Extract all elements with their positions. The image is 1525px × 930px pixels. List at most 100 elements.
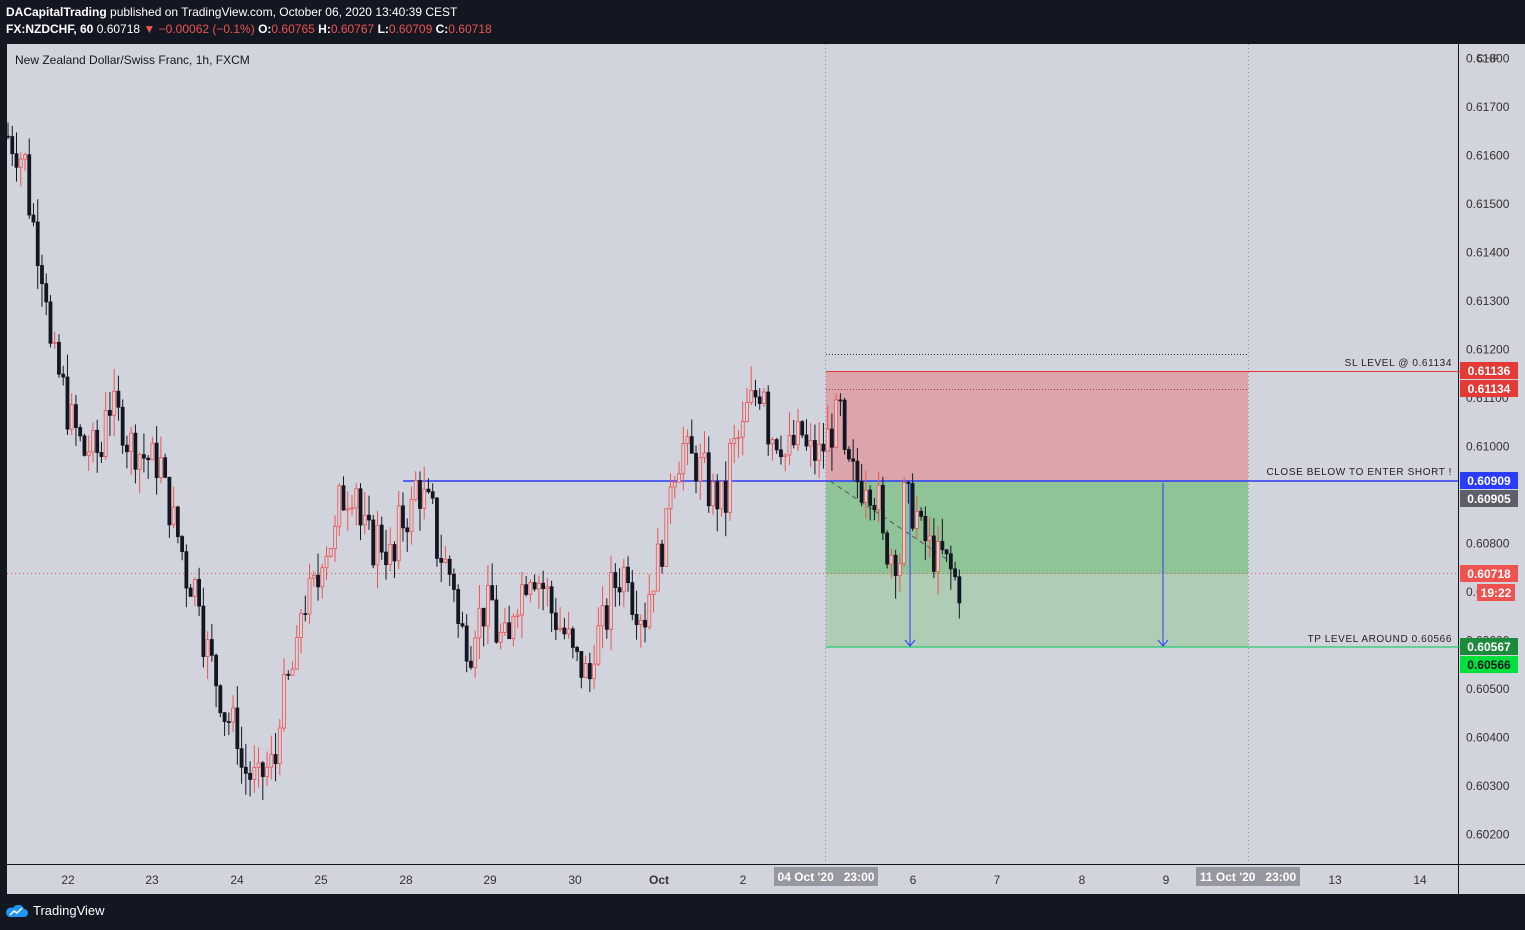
candle[interactable] bbox=[702, 431, 707, 464]
candle[interactable] bbox=[69, 393, 74, 435]
candle[interactable] bbox=[715, 474, 720, 532]
candle[interactable] bbox=[23, 152, 27, 172]
candle[interactable] bbox=[358, 483, 363, 541]
target-arrow-right[interactable] bbox=[1157, 483, 1169, 647]
candle[interactable] bbox=[936, 525, 940, 595]
candle[interactable] bbox=[142, 433, 146, 473]
candle[interactable] bbox=[413, 471, 418, 502]
candle[interactable] bbox=[613, 563, 618, 607]
candle[interactable] bbox=[813, 424, 817, 475]
candle[interactable] bbox=[664, 508, 669, 567]
candle[interactable] bbox=[825, 405, 830, 452]
candle[interactable] bbox=[753, 379, 758, 407]
candle[interactable] bbox=[817, 422, 822, 478]
candle[interactable] bbox=[927, 516, 932, 558]
candle[interactable] bbox=[384, 529, 388, 580]
candle[interactable] bbox=[108, 391, 112, 437]
candle[interactable] bbox=[486, 565, 490, 645]
candle[interactable] bbox=[834, 393, 839, 449]
candle[interactable] bbox=[855, 448, 860, 499]
candle[interactable] bbox=[158, 436, 163, 484]
candle[interactable] bbox=[273, 733, 278, 782]
candle[interactable] bbox=[660, 539, 664, 574]
candle[interactable] bbox=[847, 446, 851, 462]
candle[interactable] bbox=[800, 420, 805, 439]
candle[interactable] bbox=[621, 558, 626, 608]
candle[interactable] bbox=[685, 429, 690, 466]
candle[interactable] bbox=[592, 645, 596, 690]
candle[interactable] bbox=[405, 518, 410, 552]
candle[interactable] bbox=[184, 544, 189, 608]
candle[interactable] bbox=[248, 761, 252, 797]
candle[interactable] bbox=[209, 624, 214, 662]
candle[interactable] bbox=[889, 548, 894, 579]
candle[interactable] bbox=[392, 541, 397, 579]
candle[interactable] bbox=[842, 397, 847, 455]
candle[interactable] bbox=[719, 481, 724, 517]
candle[interactable] bbox=[634, 590, 639, 640]
candle[interactable] bbox=[226, 712, 231, 736]
stop-loss-zone[interactable] bbox=[826, 371, 1248, 481]
candle[interactable] bbox=[82, 433, 87, 457]
candle[interactable] bbox=[154, 426, 159, 495]
candle[interactable] bbox=[643, 602, 647, 643]
candle[interactable] bbox=[74, 394, 78, 446]
candle[interactable] bbox=[388, 527, 393, 572]
candle[interactable] bbox=[494, 584, 499, 644]
candle[interactable] bbox=[52, 331, 57, 349]
candle[interactable] bbox=[396, 491, 401, 569]
candle[interactable] bbox=[838, 393, 843, 417]
candle[interactable] bbox=[401, 492, 405, 542]
sl-annotation[interactable]: SL LEVEL @ 0.61134 bbox=[1345, 358, 1452, 369]
candle[interactable] bbox=[188, 584, 193, 597]
candle[interactable] bbox=[6, 122, 10, 140]
candle[interactable] bbox=[367, 495, 371, 530]
candle[interactable] bbox=[269, 735, 274, 780]
candle[interactable] bbox=[31, 203, 36, 227]
candle[interactable] bbox=[286, 670, 291, 681]
candle[interactable] bbox=[919, 507, 924, 521]
candle[interactable] bbox=[277, 719, 282, 775]
candle[interactable] bbox=[231, 695, 235, 733]
candle[interactable] bbox=[524, 576, 529, 597]
candle[interactable] bbox=[957, 569, 962, 619]
candle[interactable] bbox=[562, 617, 567, 640]
candle[interactable] bbox=[99, 441, 104, 463]
candle[interactable] bbox=[333, 515, 337, 562]
candle[interactable] bbox=[443, 546, 448, 564]
candle[interactable] bbox=[617, 568, 622, 606]
candle[interactable] bbox=[252, 745, 257, 793]
candle[interactable] bbox=[91, 422, 95, 463]
candle[interactable] bbox=[146, 455, 151, 479]
candle[interactable] bbox=[783, 453, 788, 472]
candle[interactable] bbox=[180, 534, 185, 561]
candle[interactable] bbox=[787, 412, 792, 465]
candle[interactable] bbox=[600, 586, 605, 649]
target-zone-filled[interactable] bbox=[826, 481, 1248, 574]
candle[interactable] bbox=[745, 387, 749, 423]
candle[interactable] bbox=[35, 199, 40, 290]
candle[interactable] bbox=[762, 387, 766, 408]
candle[interactable] bbox=[320, 563, 325, 599]
candle[interactable] bbox=[481, 607, 486, 647]
candle[interactable] bbox=[430, 483, 435, 505]
candle[interactable] bbox=[779, 435, 783, 465]
candle[interactable] bbox=[294, 624, 299, 670]
candle[interactable] bbox=[243, 743, 248, 795]
candle[interactable] bbox=[668, 473, 673, 524]
candle[interactable] bbox=[609, 555, 613, 651]
candle[interactable] bbox=[880, 476, 885, 541]
candle[interactable] bbox=[953, 561, 957, 581]
candle[interactable] bbox=[103, 392, 108, 460]
candle[interactable] bbox=[477, 584, 482, 660]
candle[interactable] bbox=[303, 595, 308, 622]
candle[interactable] bbox=[821, 422, 826, 469]
candle[interactable] bbox=[61, 365, 66, 386]
candle[interactable] bbox=[307, 563, 312, 624]
candle[interactable] bbox=[507, 605, 512, 640]
symbol-label[interactable]: FX:NZDCHF, 60 bbox=[6, 22, 94, 36]
candlestick-series[interactable] bbox=[6, 122, 962, 801]
candle[interactable] bbox=[44, 273, 49, 316]
candle[interactable] bbox=[341, 476, 346, 511]
candle[interactable] bbox=[311, 570, 316, 587]
